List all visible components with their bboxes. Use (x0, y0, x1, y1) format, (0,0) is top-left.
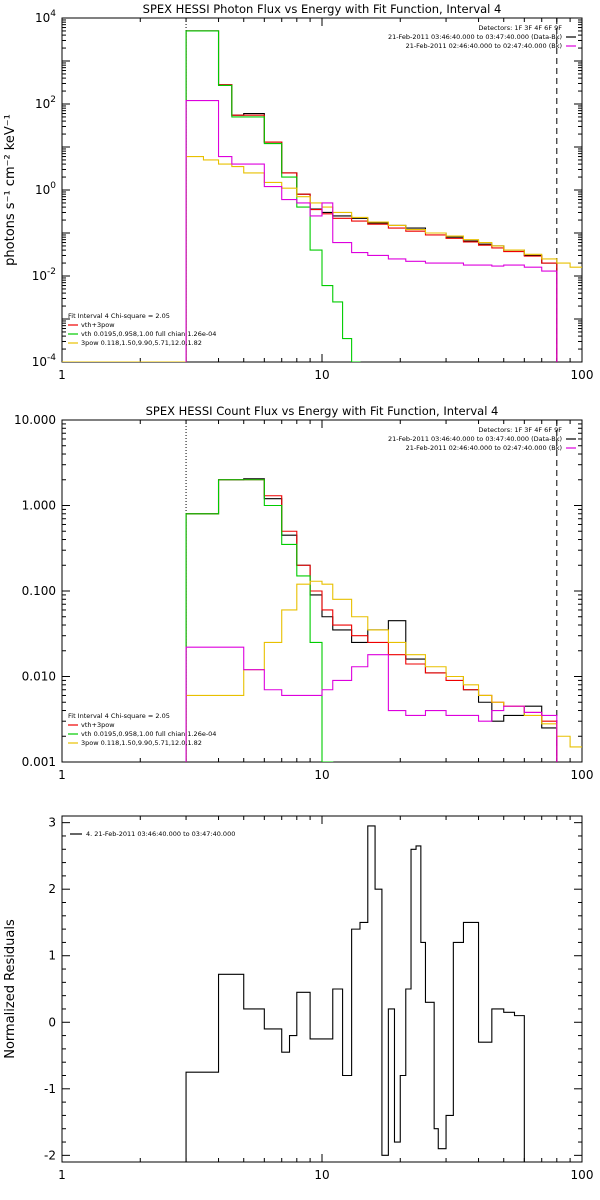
chart-panel-1: SPEX HESSI Photon Flux vs Energy with Fi… (3, 2, 593, 382)
y-tick-label: 104 (35, 9, 56, 25)
y-tick-label: 1.000 (22, 499, 56, 513)
series-line-5 (185, 100, 558, 362)
x-tick-label: 10 (314, 768, 329, 782)
y-tick-label: -2 (44, 1148, 56, 1162)
y-tick-exponent: -4 (47, 353, 56, 363)
legend-label: 3pow 0.118,1.50,9.90,5.71,12.0,1.82 (81, 339, 202, 347)
info-line: 21-Feb-2011 02:46:40.000 to 02:47:40.000… (406, 42, 562, 50)
series-group (185, 478, 582, 762)
series-group (185, 825, 525, 1162)
legend-label: vth+3pow (81, 321, 115, 329)
y-tick-label: 10.000 (14, 413, 56, 427)
legend-label: vth 0.0195,0.958,1.00 full chian 1.26e-0… (81, 330, 216, 338)
y-tick-label: 0.010 (22, 670, 56, 684)
x-tick-label: 1 (58, 1168, 66, 1182)
x-tick-label: 1 (58, 368, 66, 382)
series-line-3 (185, 30, 361, 362)
info-line: Detectors: 1F 3F 4F 6F 9F (478, 426, 562, 434)
y-tick-label: 100 (35, 181, 56, 197)
legend-label: vth+3pow (81, 721, 115, 729)
info-line: 21-Feb-2011 02:46:40.000 to 02:47:40.000… (406, 444, 562, 452)
series-group (62, 30, 582, 362)
chart-title: SPEX HESSI Count Flux vs Energy with Fit… (146, 404, 499, 418)
y-tick-exponent: 4 (50, 9, 56, 19)
info-line: 21-Feb-2011 03:46:40.000 to 03:47:40.000… (388, 435, 562, 443)
y-axis-label: photons s⁻¹ cm⁻² keV⁻¹ (3, 114, 18, 266)
legend-header: Fit Interval 4 Chi-square = 2.05 (68, 312, 170, 320)
series-line-1 (185, 478, 558, 762)
y-tick-label: -1 (44, 1082, 56, 1096)
info-line: 21-Feb-2011 03:46:40.000 to 03:47:40.000… (388, 33, 562, 41)
info-line: Detectors: 1F 3F 4F 6F 9F (478, 24, 562, 32)
y-tick-label: 102 (35, 95, 56, 111)
legend-label: 4. 21-Feb-2011 03:46:40.000 to 03:47:40.… (86, 830, 235, 838)
y-tick-exponent: -2 (47, 267, 56, 277)
legend-label: 3pow 0.118,1.50,9.90,5.71,12.0,1.82 (81, 739, 202, 747)
y-tick-label: 0.001 (22, 755, 56, 769)
x-tick-label: 10 (314, 1168, 329, 1182)
x-tick-label: 100 (571, 1168, 594, 1182)
y-axis-label: Normalized Residuals (3, 919, 18, 1059)
y-tick-base: 10 (35, 11, 50, 25)
y-tick-base: 10 (32, 269, 47, 283)
x-tick-label: 100 (571, 768, 594, 782)
y-tick-label: 0 (48, 1015, 56, 1029)
series-line-5 (185, 646, 558, 762)
x-tick-label: 1 (58, 768, 66, 782)
plot-frame (61, 17, 583, 363)
series-line-2 (185, 30, 558, 362)
series-line-3 (185, 479, 334, 762)
chart-panel-2: SPEX HESSI Count Flux vs Energy with Fit… (14, 404, 593, 782)
x-tick-label: 10 (314, 368, 329, 382)
series-line-2 (185, 479, 558, 762)
chart-panel-3: 1 10 100 -2 -1 0 1 2 3 Normalized Residuals 4. 21-… (3, 815, 594, 1182)
y-tick-base: 10 (35, 183, 50, 197)
y-tick-label: 2 (48, 882, 56, 896)
legend-header: Fit Interval 4 Chi-square = 2.05 (68, 712, 170, 720)
series-line-1 (185, 30, 558, 362)
plot-frame (61, 815, 583, 1163)
y-tick-exponent: 0 (50, 181, 56, 191)
x-tick-label: 100 (571, 368, 594, 382)
y-tick-label: 1 (48, 949, 56, 963)
y-tick-label: 3 (48, 816, 56, 830)
chart-title: SPEX HESSI Photon Flux vs Energy with Fi… (143, 2, 502, 16)
series-line-4 (185, 580, 582, 762)
legend-label: vth 0.0195,0.958,1.00 full chian 1.26e-0… (81, 730, 216, 738)
y-tick-exponent: 2 (50, 95, 56, 105)
series-line-4 (62, 155, 582, 362)
y-tick-label: 10-2 (32, 267, 56, 283)
y-tick-base: 10 (35, 97, 50, 111)
y-tick-label: 10-4 (32, 353, 57, 369)
series-line-1 (185, 825, 525, 1162)
y-tick-label: 0.100 (22, 584, 56, 598)
y-tick-base: 10 (32, 355, 47, 369)
